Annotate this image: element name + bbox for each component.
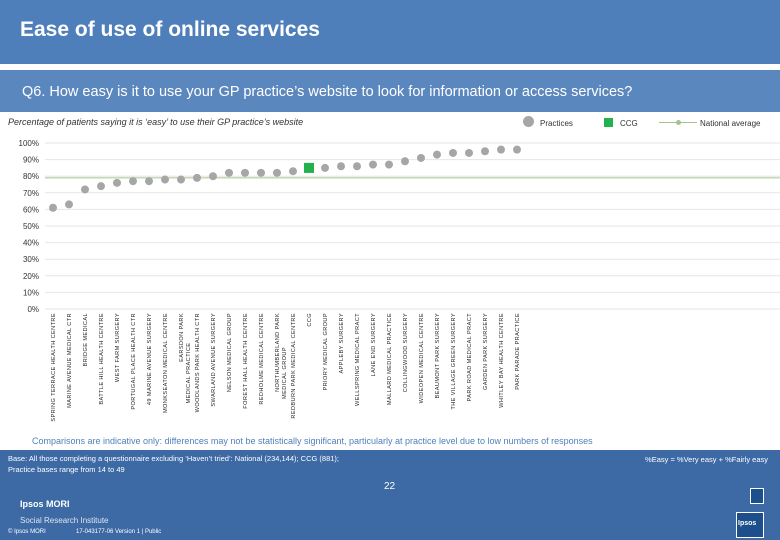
practice-point	[129, 177, 137, 186]
category-label: WOODLANDS PARK HEALTH CTR	[195, 313, 201, 412]
base-line-1: Base: All those completing a questionnai…	[8, 454, 340, 463]
base-line-2: Practice bases range from 14 to 49	[8, 465, 125, 474]
category-label: GARDEN PARK SURGERY	[483, 313, 489, 390]
category-label: MONKSEATON MEDICAL CENTRE	[163, 313, 169, 413]
y-tick-label: 0%	[27, 305, 39, 314]
question-bar	[0, 70, 780, 112]
category-label: BRIDGE MEDICAL	[83, 313, 89, 366]
y-tick-label: 100%	[19, 139, 39, 148]
category-label: BATTLE HILL HEALTH CENTRE	[99, 313, 105, 405]
legend-national-marker	[676, 120, 681, 125]
practice-point	[81, 185, 89, 194]
practice-point	[289, 167, 297, 176]
base-note: Base: All those completing a questionnai…	[8, 453, 448, 475]
practice-point	[481, 147, 489, 156]
copyright-text: © Ipsos MORI	[8, 529, 46, 535]
y-tick-label: 30%	[23, 255, 39, 264]
page-title: Ease of use of online services	[20, 18, 320, 41]
legend-national-label: National average	[700, 119, 761, 128]
category-label: REDBURN PARK MEDICAL CENTRE	[291, 313, 297, 419]
small-logo-icon	[750, 488, 764, 504]
practice-point	[433, 150, 441, 159]
category-label: PARK ROAD MEDICAL PRACT	[467, 313, 473, 402]
category-label: CCG	[307, 313, 313, 327]
practice-point	[273, 168, 281, 177]
easy-formula: %Easy = %Very easy + %Fairly easy	[645, 455, 768, 464]
category-label: WIDEOPEN MEDICAL CENTRE	[419, 313, 425, 403]
category-label: PARK PARADE PRACTICE	[515, 313, 521, 390]
y-tick-label: 90%	[23, 156, 39, 165]
practice-point	[193, 173, 201, 182]
legend-ccg-marker	[604, 118, 613, 127]
practice-point	[209, 172, 217, 181]
ipsos-logo-text: Ipsos	[738, 520, 757, 527]
practice-point	[369, 160, 377, 169]
y-tick-label: 40%	[23, 239, 39, 248]
category-label: APPLEBY SURGERY	[339, 313, 345, 374]
question-text: Q6. How easy is it to use your GP practi…	[22, 84, 633, 100]
practice-point	[321, 163, 329, 172]
category-label: THE VILLAGE GREEN SURGERY	[451, 313, 457, 410]
ease-of-use-chart: 0% 10% 20% 30% 40% 50% 60% 70% 80% 90% 100% SPRING …	[19, 139, 780, 422]
practice-point	[337, 162, 345, 171]
footer-bar	[0, 450, 780, 540]
practice-point	[465, 148, 473, 157]
category-label: WELLSPRING MEDICAL PRACT	[355, 313, 361, 406]
category-label: FOREST HALL HEALTH CENTRE	[243, 313, 249, 409]
practice-point	[177, 175, 185, 184]
header-bar	[0, 0, 780, 64]
category-label: MALLARD MEDICAL PRACTICE	[387, 313, 393, 405]
y-tick-label: 70%	[23, 189, 39, 198]
page-number: 22	[384, 481, 396, 492]
practice-point	[225, 168, 233, 177]
practice-point	[417, 153, 425, 162]
category-label: NELSON MEDICAL GROUP	[227, 313, 233, 392]
practice-point	[401, 157, 409, 166]
y-tick-label: 80%	[23, 172, 39, 181]
practice-point	[385, 160, 393, 169]
practice-point	[49, 203, 57, 212]
practice-point	[257, 168, 265, 177]
version-text: 17-043177-06 Version 1 | Public	[76, 529, 162, 535]
category-label: PORTUGAL PLACE HEALTH CTR	[131, 313, 137, 410]
category-label: LANE END SURGERY	[371, 313, 377, 377]
category-label: 49 MARINE AVENUE SURGERY	[147, 313, 153, 405]
practice-point	[145, 177, 153, 186]
category-label: EARSDON PARKMEDICAL PRACTICE	[179, 313, 192, 403]
practice-point	[449, 148, 457, 157]
category-label: PRIORY MEDICAL GROUP	[323, 313, 329, 391]
practice-point	[353, 162, 361, 171]
y-tick-label: 60%	[23, 205, 39, 214]
legend-ccg-label: CCG	[620, 119, 638, 128]
practice-point	[513, 145, 521, 154]
category-label: SPRING TERRACE HEALTH CENTRE	[51, 313, 57, 422]
brand-subtitle: Social Research Institute	[20, 516, 109, 525]
practice-point	[65, 200, 73, 209]
ccg-point	[304, 162, 314, 173]
legend-practices-label: Practices	[540, 119, 573, 128]
practice-point	[113, 178, 121, 187]
category-label: NORTHUMBERLAND PARKMEDICAL GROUP	[275, 313, 288, 399]
brand-name: Ipsos MORI	[20, 499, 70, 509]
category-label: SWARLAND AVENUE SURGERY	[211, 313, 217, 407]
y-tick-label: 50%	[23, 222, 39, 231]
category-label: BEAUMONT PARK SURGERY	[435, 313, 441, 399]
practice-point	[241, 168, 249, 177]
practice-point	[161, 175, 169, 184]
category-label: COLLINGWOOD SURGERY	[403, 313, 409, 392]
category-label: REDHOLME MEDICAL CENTRE	[259, 313, 265, 405]
category-label: WHITLEY BAY HEALTH CENTRE	[499, 313, 505, 408]
category-label: WEST FARM SURGERY	[115, 313, 121, 382]
ipsos-logo	[736, 512, 764, 538]
y-tick-label: 20%	[23, 272, 39, 281]
category-label: MARINE AVENUE MEDICAL CTR	[67, 313, 73, 408]
y-tick-label: 10%	[23, 288, 39, 297]
legend-practices-marker	[523, 116, 534, 127]
comparison-note: Comparisons are indicative only: differe…	[32, 436, 593, 446]
practice-point	[97, 182, 105, 191]
chart-subtitle: Percentage of patients saying it is ‘eas…	[8, 117, 304, 127]
practice-point	[497, 145, 505, 154]
